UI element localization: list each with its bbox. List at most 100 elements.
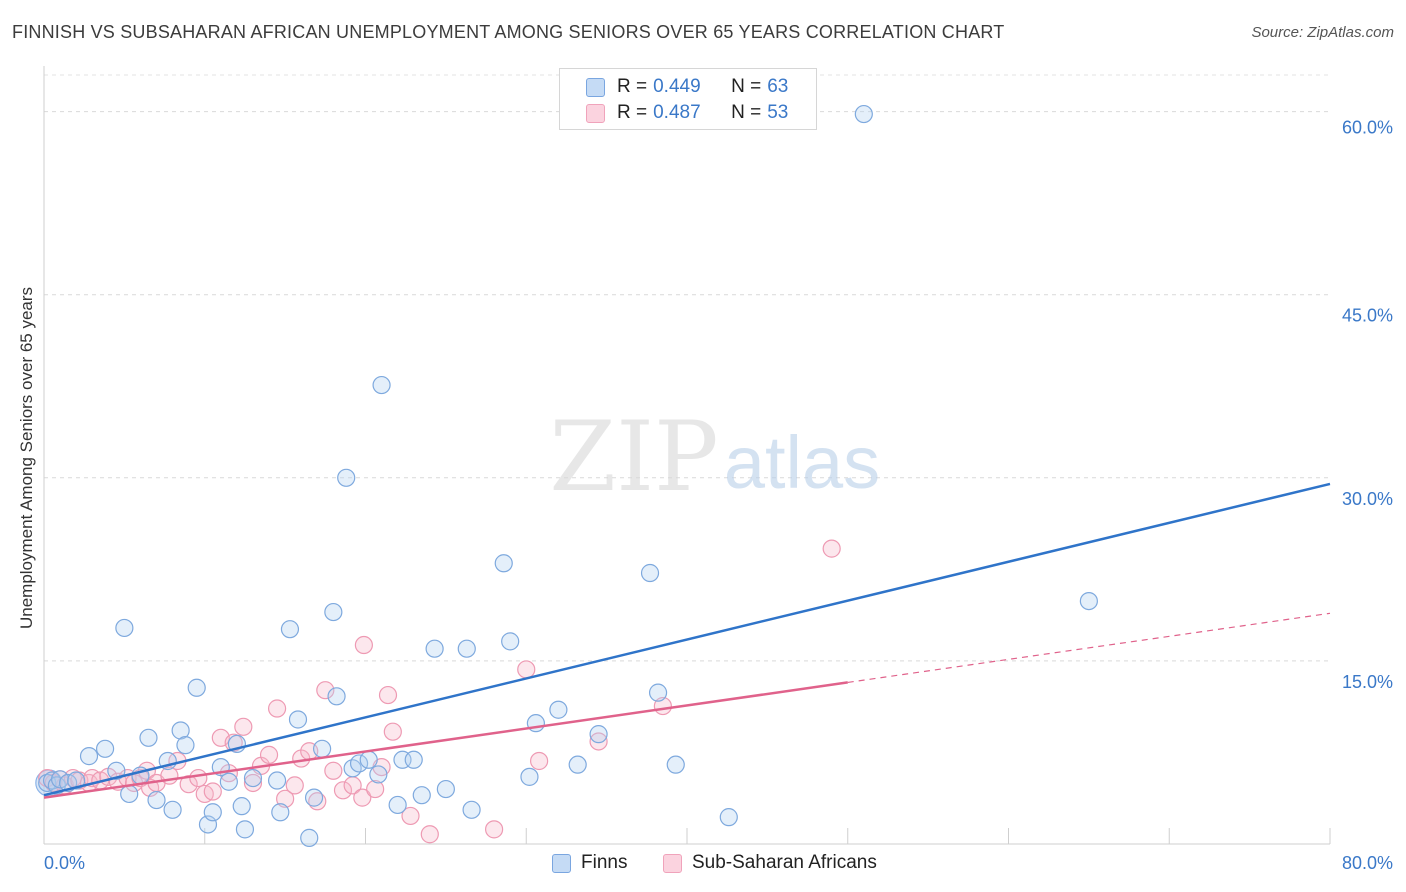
finn-point bbox=[457, 639, 476, 658]
finn-point bbox=[171, 721, 190, 740]
african-point bbox=[517, 660, 536, 679]
finn-point bbox=[349, 754, 369, 773]
finn-point bbox=[404, 750, 423, 769]
finn-point bbox=[462, 800, 481, 819]
x-tick-label-max: 80.0% bbox=[1342, 853, 1393, 873]
finn-point bbox=[67, 771, 86, 790]
n-value: 53 bbox=[767, 102, 789, 123]
african-point bbox=[316, 681, 335, 700]
african-point bbox=[485, 820, 504, 839]
finn-point bbox=[359, 750, 378, 769]
finn-point bbox=[501, 632, 520, 651]
n-label: N = bbox=[731, 76, 762, 97]
finn-point bbox=[235, 820, 255, 839]
finn-point bbox=[372, 375, 391, 395]
finn-point bbox=[589, 725, 608, 744]
finn-point bbox=[139, 728, 158, 747]
legend-row-finns: R = 0.449 N = 63 bbox=[586, 74, 788, 100]
finn-point bbox=[300, 828, 319, 847]
finn-point bbox=[388, 795, 407, 815]
finns-trend-line bbox=[43, 482, 1331, 797]
finn-point bbox=[280, 620, 300, 639]
finn-point bbox=[648, 683, 668, 702]
y-axis-label: Unemployment Among Seniors over 65 years bbox=[17, 286, 36, 630]
finns-swatch bbox=[586, 77, 605, 97]
finns-legend-swatch bbox=[552, 853, 571, 873]
legend-item-finns[interactable]: Finns bbox=[552, 852, 627, 874]
african-point bbox=[234, 717, 253, 736]
african-point bbox=[259, 745, 279, 764]
african-point bbox=[354, 635, 373, 655]
african-point bbox=[267, 699, 287, 718]
finn-point bbox=[549, 700, 568, 719]
african-point bbox=[276, 789, 295, 808]
finn-point bbox=[520, 767, 539, 786]
finn-point bbox=[79, 747, 99, 766]
finn-point bbox=[187, 678, 206, 697]
african-point bbox=[189, 768, 208, 788]
finn-point bbox=[568, 755, 587, 774]
african-point bbox=[366, 779, 385, 799]
african-point bbox=[203, 782, 222, 801]
african-point bbox=[401, 806, 420, 826]
africans-legend-swatch bbox=[663, 853, 682, 873]
n-label: N = bbox=[731, 102, 762, 123]
tick-labels: 15.0% 30.0% 45.0% 60.0% 0.0% 80.0% bbox=[44, 118, 1393, 873]
finn-point bbox=[412, 786, 431, 805]
legend-item-africans[interactable]: Sub-Saharan Africans bbox=[663, 852, 877, 874]
finn-point bbox=[312, 739, 332, 758]
watermark-atlas: atlas bbox=[724, 421, 880, 504]
trend-lines bbox=[43, 482, 1331, 799]
correlation-legend: R = 0.449 N = 63 R = 0.487 N = 53 bbox=[559, 68, 817, 130]
finn-point bbox=[147, 790, 166, 810]
r-value: 0.449 bbox=[653, 76, 701, 97]
finn-point bbox=[1079, 591, 1098, 611]
finn-point bbox=[640, 563, 660, 583]
r-label: R = bbox=[617, 102, 648, 123]
african-point bbox=[324, 761, 343, 780]
african-point bbox=[378, 685, 398, 705]
finn-point bbox=[288, 710, 308, 729]
finn-point bbox=[107, 761, 126, 780]
finn-point bbox=[324, 602, 343, 622]
finn-point bbox=[369, 765, 388, 784]
y-tick-label: 15.0% bbox=[1342, 672, 1393, 692]
finn-point bbox=[425, 639, 444, 658]
y-tick-label: 60.0% bbox=[1342, 118, 1393, 138]
finn-point bbox=[436, 779, 455, 799]
africans-legend-label: Sub-Saharan Africans bbox=[692, 852, 877, 873]
y-tick-label: 30.0% bbox=[1342, 489, 1393, 509]
n-value: 63 bbox=[767, 76, 789, 97]
axes bbox=[43, 66, 1331, 845]
finn-point bbox=[494, 554, 513, 573]
watermark: ZIP atlas bbox=[549, 401, 880, 513]
finn-point bbox=[243, 768, 263, 788]
finn-point bbox=[719, 808, 738, 827]
african-point bbox=[420, 825, 439, 844]
finn-point bbox=[163, 800, 182, 819]
africans-trend-line bbox=[43, 681, 848, 799]
finn-point bbox=[327, 687, 346, 706]
series-legend: Finns Sub-Saharan Africans bbox=[0, 852, 1406, 876]
finns-legend-label: Finns bbox=[581, 852, 628, 873]
x-tick-label-min: 0.0% bbox=[44, 853, 85, 873]
finn-point bbox=[666, 755, 685, 774]
finn-point bbox=[203, 803, 222, 822]
chart-title: FINNISH VS SUBSAHARAN AFRICAN UNEMPLOYME… bbox=[12, 22, 1005, 42]
r-value: 0.487 bbox=[653, 102, 701, 123]
africans-trend-extension bbox=[847, 612, 1331, 684]
finn-point bbox=[95, 739, 115, 758]
africans-swatch bbox=[586, 103, 605, 123]
finn-point bbox=[267, 771, 287, 790]
finn-point bbox=[304, 788, 324, 807]
source-label: Source: ZipAtlas.com bbox=[1251, 24, 1394, 41]
grid-lines bbox=[44, 74, 1330, 662]
y-tick-label: 45.0% bbox=[1342, 306, 1393, 326]
watermark-zip: ZIP bbox=[549, 401, 718, 513]
african-point bbox=[383, 722, 402, 741]
african-point bbox=[353, 788, 372, 807]
finn-point bbox=[854, 104, 873, 124]
finn-point bbox=[115, 618, 134, 638]
finn-point bbox=[271, 803, 290, 822]
